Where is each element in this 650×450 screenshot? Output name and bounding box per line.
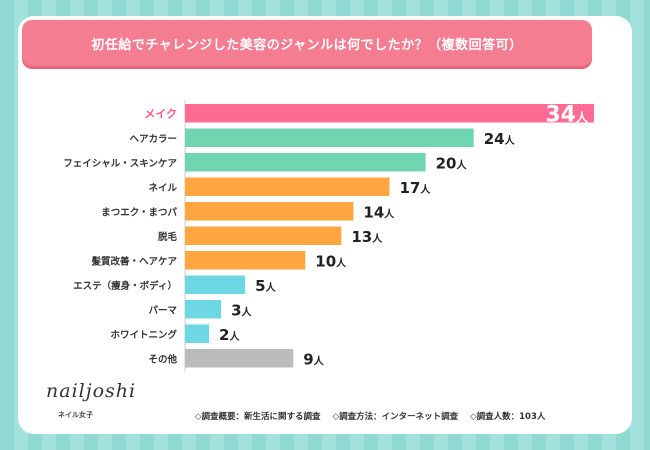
data-label: 2人 (219, 326, 240, 344)
category-label: その他 (148, 353, 177, 365)
category-label: ネイル (148, 183, 177, 194)
bar (185, 177, 390, 196)
survey-footer: ◇調査概要：新生活に関する調査 ◇調査方法：インターネット調査 ◇調査人数：10… (195, 410, 545, 422)
data-label: 24人 (484, 130, 516, 148)
nailjoshi-logo: nailjoshi (46, 380, 137, 402)
survey-respondents: ◇調査人数：103人 (470, 412, 546, 422)
data-label: 5人 (255, 277, 276, 295)
category-label: 髪質改善・ヘアケア (90, 255, 177, 267)
survey-overview: ◇調査概要：新生活に関する調査 (195, 412, 321, 422)
category-label: まつエク・まつパ (101, 206, 177, 218)
category-label: ホワイトニング (110, 329, 177, 341)
chart-title-bar: 初任給でチャレンジした美容のジャンルは何でしたか？（複数回答可） (22, 20, 592, 66)
survey-method: ◇調査方法：インターネット調査 (332, 412, 459, 422)
bar (185, 349, 294, 368)
category-label: メイク (144, 107, 177, 120)
bar (185, 128, 474, 147)
data-label: 3人 (231, 301, 252, 319)
data-label: 9人 (303, 350, 324, 368)
category-label: 脱毛 (158, 231, 178, 243)
category-label: ヘアカラー (129, 134, 177, 145)
data-label: 10人 (315, 252, 347, 270)
bar (185, 153, 426, 172)
bar (185, 202, 354, 221)
chart-title: 初任給でチャレンジした美容のジャンルは何でしたか？（複数回答可） (91, 37, 523, 53)
data-label: 17人 (400, 179, 432, 197)
bar (185, 275, 246, 294)
chart-card (18, 16, 632, 434)
bar (185, 251, 306, 270)
data-label: 20人 (436, 154, 468, 172)
bar (185, 226, 342, 245)
bar (185, 324, 210, 343)
data-label: 13人 (351, 228, 383, 246)
category-label: フェイシャル・スキンケア (63, 158, 177, 169)
bar (185, 300, 222, 319)
data-label: 34人 (545, 102, 589, 127)
data-label: 14人 (363, 203, 395, 221)
bar (185, 104, 594, 123)
nailjoshi-logo-subtitle: ネイル女子 (58, 411, 93, 419)
category-label: エステ（痩身・ボディ） (73, 280, 177, 292)
category-label: パーマ (148, 304, 177, 316)
